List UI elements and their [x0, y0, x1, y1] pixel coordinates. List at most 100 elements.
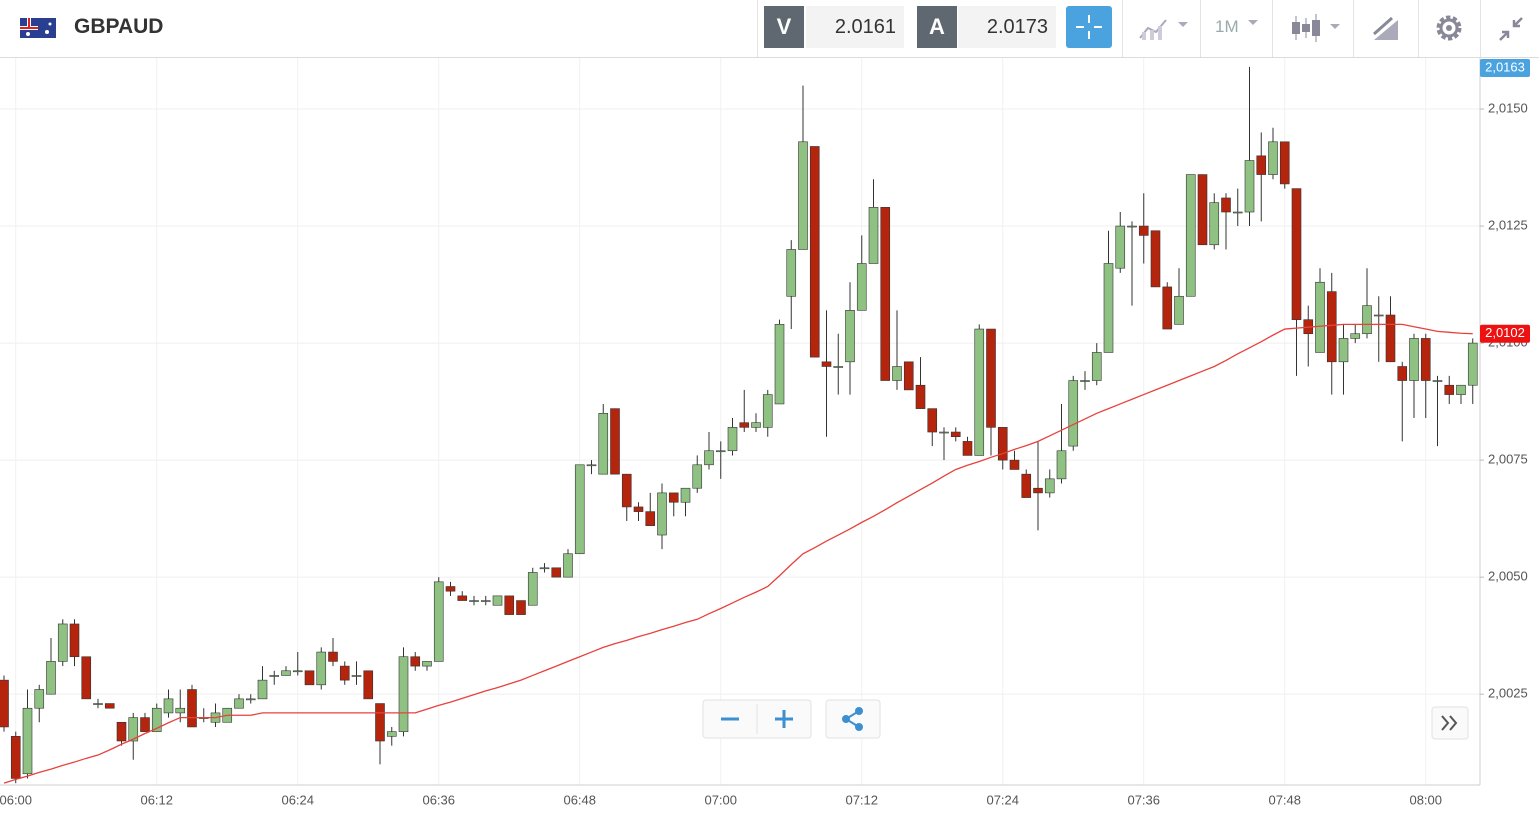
candle-body [668, 492, 679, 503]
candle-body [1315, 281, 1325, 353]
candle-body [116, 721, 127, 742]
y-tick-label: 2,0075 [1488, 452, 1528, 467]
candle-body [175, 707, 186, 714]
candle-body [34, 689, 45, 709]
candle-body [610, 408, 620, 475]
crosshair-button[interactable] [1066, 6, 1112, 48]
x-tick-label: 07:36 [1127, 792, 1160, 807]
candle-body [704, 450, 714, 466]
separator [1353, 0, 1354, 57]
zoom-controls [702, 699, 1469, 740]
candle-body [715, 450, 726, 453]
candle-body [892, 366, 902, 381]
candle-body [1291, 188, 1302, 320]
candle-body [1397, 366, 1408, 381]
candle-body [1127, 225, 1137, 228]
candle-body [1185, 174, 1196, 297]
candle-style-button[interactable] [1288, 12, 1344, 44]
candle-body [845, 310, 855, 363]
candle-body [962, 441, 973, 456]
y-tick-label: 2,0025 [1488, 686, 1528, 701]
candle-body [363, 670, 374, 700]
candle-body [986, 328, 996, 428]
candle-body [1268, 141, 1278, 175]
price-badge-label: 2,0163 [1485, 59, 1525, 74]
candle-body [22, 707, 33, 775]
candle-body [445, 586, 456, 592]
candle-body [680, 487, 691, 503]
ask-price[interactable]: 2.0173 [958, 6, 1056, 48]
chart-type-button[interactable] [1136, 14, 1192, 42]
grid [0, 58, 1480, 785]
candle-body [422, 661, 432, 667]
separator [1272, 0, 1273, 57]
candle-body [163, 698, 174, 714]
candle-body [1138, 225, 1149, 236]
timeframe-button[interactable]: 1M [1215, 17, 1239, 36]
candle-body [903, 361, 914, 391]
x-tick-label: 07:12 [845, 792, 878, 807]
candle-body [574, 464, 585, 555]
candle-body [1444, 384, 1455, 395]
candle-body [234, 698, 244, 709]
candle-body [492, 595, 503, 606]
candle-body [1091, 352, 1102, 381]
flag-icon [20, 18, 56, 38]
drawing-tools-button[interactable] [1370, 14, 1402, 44]
candle-body [1197, 174, 1208, 246]
candle-body [692, 464, 703, 489]
candle-body [1350, 333, 1361, 339]
x-tick-label: 06:36 [422, 792, 455, 807]
candle-body [1103, 263, 1114, 353]
candle-body [69, 623, 80, 658]
candle-body [351, 675, 362, 677]
candle-body [328, 651, 338, 662]
zoom-out-button[interactable] [703, 700, 757, 738]
zoom-in-button[interactable] [757, 700, 811, 738]
candle-body [1385, 314, 1396, 363]
bid-price[interactable]: 2.0161 [806, 6, 904, 48]
candle-body [93, 703, 103, 705]
candle-body [1279, 141, 1290, 185]
scroll-end-button[interactable] [1431, 706, 1469, 740]
candle-body [1150, 230, 1161, 288]
candle-body [1373, 314, 1384, 317]
axes: 2,00252,00502,00752,01002,01252,015006:0… [0, 59, 1530, 807]
candle-body [1021, 473, 1032, 498]
candle-body [645, 511, 656, 526]
candle-body [1115, 225, 1126, 269]
separator [757, 0, 758, 57]
candle-body [786, 249, 797, 297]
candle-body [657, 492, 667, 536]
settings-button[interactable] [1434, 13, 1464, 43]
candle-body [151, 707, 162, 732]
x-tick-label: 07:24 [986, 792, 1019, 807]
candle-body [81, 656, 92, 700]
candle-body [469, 600, 479, 602]
candle-body [1232, 211, 1243, 214]
candle-body [1456, 384, 1466, 395]
x-tick-label: 06:48 [563, 792, 596, 807]
candle-body [915, 384, 926, 409]
x-tick-label: 07:00 [704, 792, 737, 807]
candle-body [633, 506, 644, 512]
candle-body [1409, 338, 1419, 381]
candle-body [856, 263, 867, 311]
candle-body [269, 675, 280, 677]
plot-area [0, 66, 1478, 784]
candle-body [939, 431, 949, 434]
candle-body [809, 146, 820, 358]
candle-body [1044, 478, 1055, 494]
candle-body [187, 689, 197, 728]
candle-body [974, 328, 985, 456]
moving-average-line [3, 323, 1473, 784]
y-tick-label: 2,0150 [1488, 100, 1528, 115]
share-button[interactable] [825, 699, 881, 739]
candle-body [128, 717, 139, 742]
candle-body [516, 600, 526, 615]
candle-body [1338, 338, 1349, 363]
candle-body [751, 422, 761, 428]
candle-body [1420, 338, 1431, 381]
collapse-button[interactable] [1496, 14, 1526, 44]
